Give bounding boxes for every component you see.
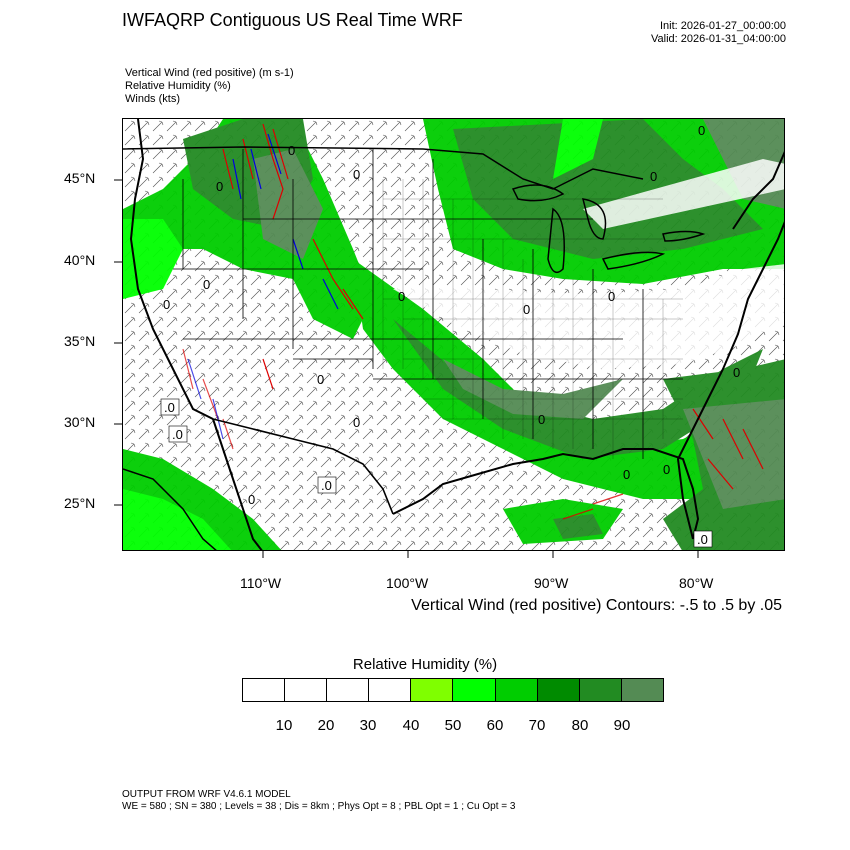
contour-box-label: .0 [697,532,708,547]
contour-zero-label: 0 [288,143,295,158]
variable-label-relative-humidity: Relative Humidity (%) [125,80,231,92]
plot-title: IWFAQRP Contiguous US Real Time WRF [122,10,463,30]
lat-label: 45°N [64,170,96,186]
map-borders [123,119,784,550]
lon-label: 110°W [240,575,282,591]
weather-map[interactable]: 0 0 0 0 0 0 0 0 0 0 0 0 0 0 0 0 0 .0 .0 [122,118,785,551]
lat-label: 30°N [64,414,96,430]
contour-zero-label: 0 [698,123,705,138]
contour-zero-label: 0 [663,462,670,477]
colorbar-cell [579,679,622,701]
time-info: Init: 2026-01-27_00:00:00 Valid: 2026-01… [651,20,786,46]
contour-zero-label: 0 [248,492,255,507]
colorbar-label: 80 [571,717,589,734]
colorbar-cell [411,679,454,701]
contour-zero-label: 0 [650,169,657,184]
contour-zero-label: 0 [538,412,545,427]
contour-zero-label: 0 [398,289,405,304]
contour-zero-label: 0 [523,302,530,317]
colorbar-cell [243,679,286,701]
colorbar-label: 20 [317,717,335,734]
colorbar-label: 50 [444,717,462,734]
lon-label: 100°W [386,575,429,591]
lat-ticks [114,179,122,506]
lon-label: 90°W [534,575,569,591]
lat-label: 35°N [64,333,96,349]
contour-zero-label: 0 [163,297,170,312]
colorbar-cell [285,679,328,701]
colorbar-cell [369,679,412,701]
vertical-wind-contours [182,123,764,520]
valid-time: Valid: 2026-01-31_04:00:00 [651,33,786,45]
footer-config-line: WE = 580 ; SN = 380 ; Levels = 38 ; Dis … [122,801,516,812]
colorbar-label: 10 [275,717,293,734]
contour-labels: 0 0 0 0 0 0 0 0 0 0 0 0 0 0 0 0 0 .0 .0 [160,123,740,548]
colorbar-cell [495,679,538,701]
lat-label: 25°N [64,495,96,511]
contour-zero-label: 0 [203,277,210,292]
colorbar-cell [453,679,496,701]
contour-box-label: .0 [172,427,183,442]
colorbar-label: 40 [402,717,420,734]
rh-shading [123,119,784,550]
model-footer: OUTPUT FROM WRF V4.6.1 MODEL WE = 580 ; … [122,789,515,813]
contour-zero-label: 0 [608,289,615,304]
lon-ticks [262,550,699,558]
contour-zero-label: 0 [353,167,360,182]
colorbar-cell [621,679,663,701]
contour-zero-label: 0 [216,179,223,194]
variable-label-winds: Winds (kts) [125,93,180,105]
contour-info: Vertical Wind (red positive) Contours: -… [411,597,782,614]
colorbar-cell [537,679,580,701]
lat-label: 40°N [64,252,96,268]
colorbar-label: 70 [528,717,546,734]
colorbar [242,678,664,702]
colorbar-cell [327,679,370,701]
footer-model-line: OUTPUT FROM WRF V4.6.1 MODEL [122,789,291,800]
colorbar-label: 30 [359,717,377,734]
contour-zero-label: 0 [353,415,360,430]
colorbar-label: 60 [486,717,504,734]
contour-zero-label: 0 [623,467,630,482]
contour-box-label: .0 [321,478,332,493]
contour-zero-label: 0 [317,372,324,387]
contour-box-label: .0 [164,400,175,415]
variable-label-vertical-wind: Vertical Wind (red positive) (m s-1) [125,67,294,79]
colorbar-title: Relative Humidity (%) [352,656,498,673]
lon-label: 80°W [679,575,714,591]
contour-zero-label: 0 [733,365,740,380]
init-time: Init: 2026-01-27_00:00:00 [660,20,786,32]
colorbar-label: 90 [613,717,631,734]
